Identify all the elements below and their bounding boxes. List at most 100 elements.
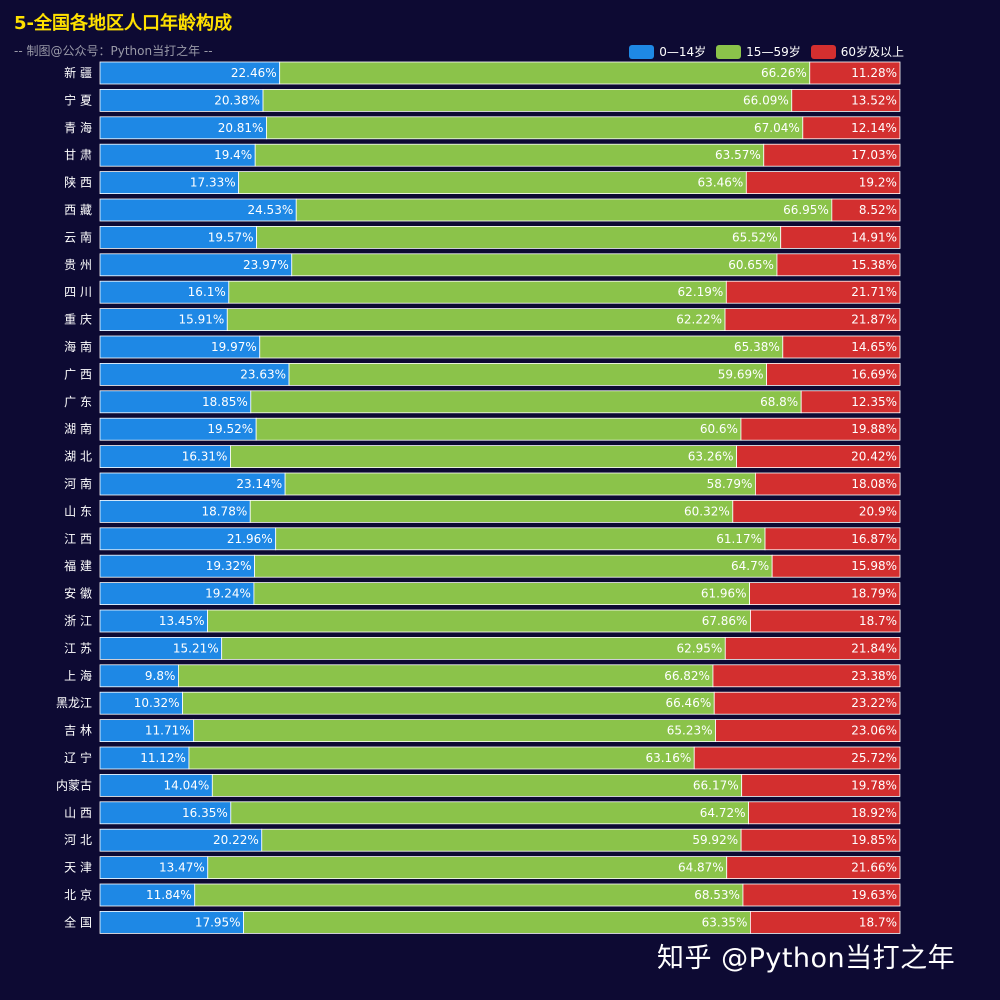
bar-segment-15-59[interactable]	[194, 883, 744, 907]
data-label-15-59: 59.92%	[692, 833, 738, 847]
bar-segment-60-plus[interactable]	[741, 774, 901, 797]
data-label-0-14: 19.57%	[208, 230, 254, 244]
bar-segment-60-plus[interactable]	[742, 883, 901, 907]
bar-segment-60-plus[interactable]	[724, 637, 901, 660]
bar-segment-15-59[interactable]	[177, 664, 714, 688]
data-label-15-59: 62.95%	[677, 641, 723, 655]
bar-segment-60-plus[interactable]	[725, 280, 901, 304]
data-label-60-plus: 21.87%	[851, 313, 897, 327]
data-label-15-59: 66.46%	[665, 696, 711, 710]
category-label: 江 苏	[64, 641, 92, 655]
bar-segment-60-plus[interactable]	[755, 472, 901, 496]
bar-segment-15-59[interactable]	[291, 253, 778, 277]
bar-segment-15-59[interactable]	[295, 198, 833, 222]
bar-segment-60-plus[interactable]	[802, 116, 901, 140]
data-label-60-plus: 18.79%	[851, 587, 897, 601]
bar-segment-15-59[interactable]	[228, 280, 727, 304]
data-label-15-59: 65.38%	[734, 340, 780, 354]
legend-item-0-14[interactable]: 0—14岁	[629, 43, 706, 60]
bar-segment-15-59[interactable]	[249, 499, 734, 523]
bar-segment-60-plus[interactable]	[726, 856, 901, 879]
bar-segment-15-59[interactable]	[262, 89, 793, 112]
bar-segment-60-plus[interactable]	[782, 335, 901, 359]
bar-segment-60-plus[interactable]	[748, 801, 901, 825]
bar-segment-15-59[interactable]	[211, 774, 743, 797]
data-label-0-14: 11.84%	[146, 888, 192, 902]
bar-segment-15-59[interactable]	[261, 828, 742, 852]
legend-label-15-59: 15—59岁	[746, 45, 801, 59]
bar-segment-60-plus[interactable]	[776, 253, 901, 277]
category-label: 广 西	[64, 367, 92, 381]
data-label-15-59: 58.79%	[707, 477, 753, 491]
bar-segment-15-59[interactable]	[230, 801, 749, 825]
bar-segment-15-59[interactable]	[259, 335, 784, 359]
bar-segment-60-plus[interactable]	[713, 691, 901, 715]
bar-segment-15-59[interactable]	[279, 61, 811, 85]
data-label-60-plus: 20.9%	[859, 504, 897, 518]
bar-segment-60-plus[interactable]	[766, 362, 901, 386]
bar-segment-60-plus[interactable]	[750, 911, 901, 934]
bar-segment-60-plus[interactable]	[740, 417, 901, 441]
bar-segment-15-59[interactable]	[243, 911, 751, 934]
category-label: 陕 西	[64, 175, 92, 190]
data-label-60-plus: 17.03%	[851, 148, 897, 162]
bar-segment-15-59[interactable]	[254, 554, 773, 578]
bar-segment-60-plus[interactable]	[780, 225, 901, 249]
bar-segment-60-plus[interactable]	[791, 89, 901, 112]
bar-segment-60-plus[interactable]	[750, 609, 901, 633]
data-label-60-plus: 18.92%	[851, 806, 897, 820]
bar-segment-15-59[interactable]	[238, 171, 747, 195]
data-label-0-14: 16.35%	[182, 806, 228, 820]
bar-segment-15-59[interactable]	[255, 417, 742, 441]
data-label-15-59: 65.23%	[667, 724, 713, 738]
bar-segment-60-plus[interactable]	[764, 527, 901, 551]
bar-segment-15-59[interactable]	[266, 116, 804, 140]
bar-segment-15-59[interactable]	[254, 143, 765, 167]
legend-item-60-plus[interactable]: 60岁及以上	[810, 43, 904, 60]
bar-segment-15-59[interactable]	[230, 445, 737, 469]
bar-segment-60-plus[interactable]	[693, 746, 901, 770]
bar-segment-15-59[interactable]	[288, 362, 767, 386]
bar-segment-60-plus[interactable]	[715, 719, 901, 742]
legend: 0—14岁 15—59岁 60岁及以上	[619, 43, 904, 60]
data-label-60-plus: 19.85%	[851, 833, 897, 847]
data-label-0-14: 10.32%	[134, 696, 180, 710]
category-label: 甘 肃	[64, 148, 92, 162]
bar-segment-60-plus[interactable]	[736, 445, 901, 469]
category-label: 海 南	[64, 339, 92, 354]
bar-segment-60-plus[interactable]	[800, 390, 901, 414]
category-label: 安 徽	[64, 586, 92, 601]
bar-segment-15-59[interactable]	[193, 719, 716, 742]
category-label: 山 西	[64, 806, 92, 820]
bar-segment-60-plus[interactable]	[809, 61, 901, 85]
bar-segment-15-59[interactable]	[207, 856, 728, 879]
legend-item-15-59[interactable]: 15—59岁	[716, 43, 801, 60]
data-label-15-59: 64.87%	[678, 861, 724, 875]
bar-segment-60-plus[interactable]	[771, 554, 901, 578]
data-label-60-plus: 23.22%	[851, 696, 897, 710]
data-label-15-59: 60.32%	[684, 504, 730, 518]
bar-segment-15-59[interactable]	[188, 746, 695, 770]
bar-segment-15-59[interactable]	[226, 308, 726, 332]
bar-segment-15-59[interactable]	[253, 582, 750, 605]
data-label-0-14: 11.12%	[140, 751, 186, 765]
bar-segment-15-59[interactable]	[284, 472, 756, 496]
bar-segment-15-59[interactable]	[182, 691, 715, 715]
bar-segment-60-plus[interactable]	[724, 308, 901, 332]
bar-segment-15-59[interactable]	[275, 527, 766, 551]
bar-segment-60-plus[interactable]	[745, 171, 901, 195]
bar-segment-60-plus[interactable]	[763, 143, 901, 167]
bar-segment-60-plus[interactable]	[732, 499, 901, 523]
bar-segment-60-plus[interactable]	[740, 828, 901, 852]
bar-segment-15-59[interactable]	[221, 637, 726, 660]
bar-segment-15-59[interactable]	[250, 390, 802, 414]
bar-segment-60-plus[interactable]	[712, 664, 901, 688]
bar-segment-60-plus[interactable]	[749, 582, 901, 605]
bar-segment-15-59[interactable]	[207, 609, 751, 633]
data-label-60-plus: 21.84%	[851, 641, 897, 655]
data-label-0-14: 13.47%	[159, 861, 205, 875]
bar-segment-15-59[interactable]	[256, 225, 782, 249]
category-label: 广 东	[64, 395, 92, 409]
bar-segment-60-plus[interactable]	[831, 198, 901, 222]
data-label-15-59: 59.69%	[718, 367, 764, 381]
